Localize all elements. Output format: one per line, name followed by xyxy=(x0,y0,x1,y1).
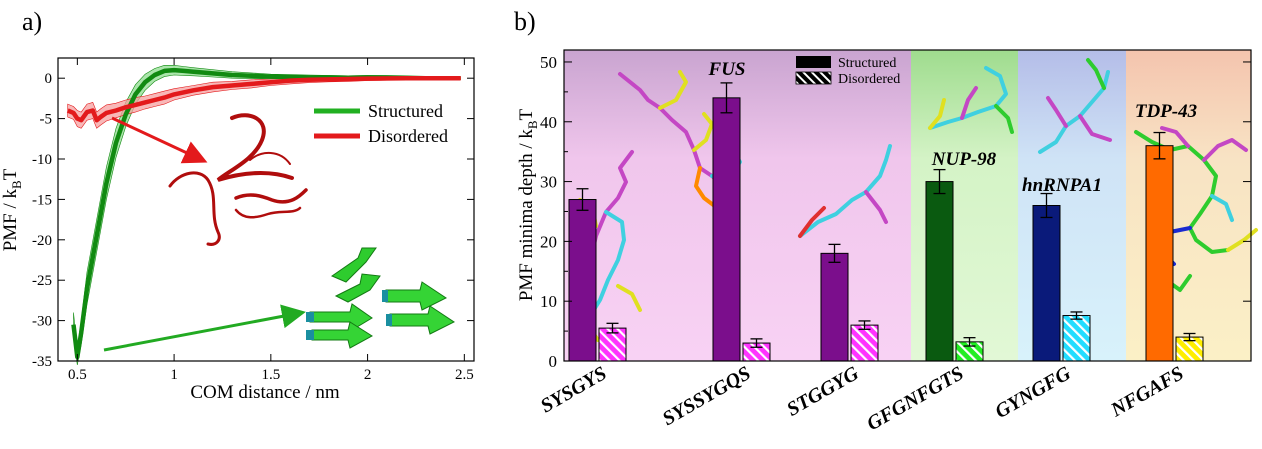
b-y-tick-label: 50 xyxy=(540,53,557,72)
group-bg-tdp43 xyxy=(1126,50,1251,361)
bar-disordered-stggyg xyxy=(850,324,879,362)
panel-b: b) xyxy=(514,7,1258,435)
b-y-tick-label: 10 xyxy=(540,292,557,311)
group-label-nup98: NUP-98 xyxy=(931,149,997,170)
panel-b-label: b) xyxy=(514,7,536,36)
a-x-tick-label: 2.5 xyxy=(455,367,474,383)
disordered-arrow xyxy=(111,116,208,164)
panel-a: a) 0.5 1 1.5 2 2.50-5-10-1 xyxy=(0,7,475,403)
a-y-tick-label: 0 xyxy=(45,71,53,87)
a-x-tick-label: 1.5 xyxy=(261,367,280,383)
group-label-fus: FUS xyxy=(708,59,746,80)
legend-b-structured-swatch xyxy=(796,56,831,68)
a-x-tick-label: 1 xyxy=(170,367,178,383)
category-label-nfgafs: NFGAFS xyxy=(1106,362,1187,422)
structured-sheet-illustration xyxy=(306,247,455,349)
bar-structured-stggyg xyxy=(820,252,849,362)
structured-arrow xyxy=(103,304,306,352)
a-y-tick-label: -30 xyxy=(32,314,52,330)
legend-b-structured-label: Structured xyxy=(838,56,896,71)
bar-structured-syssygqs xyxy=(712,97,741,362)
panel-a-y-axis-label: PMF / kBT xyxy=(0,168,24,251)
panel-a-plot-frame xyxy=(57,57,475,362)
category-label-syssygqs: SYSSYGQS xyxy=(659,362,755,430)
disordered-line xyxy=(66,75,461,123)
panel-b-axes: 0 10 20 30 40 50 xyxy=(540,53,1251,371)
panel-a-lines xyxy=(66,67,461,360)
panel-b-plot-frame xyxy=(563,49,1252,362)
panel-a-legend: Structured Disordered xyxy=(314,101,448,146)
panel-b-legend: Structured Disordered xyxy=(795,56,900,87)
a-y-tick-label: -15 xyxy=(32,192,52,208)
a-y-tick-label: -5 xyxy=(40,112,53,128)
legend-structured-label: Structured xyxy=(368,101,443,121)
panel-a-label: a) xyxy=(22,7,42,36)
legend-b-disordered-label: Disordered xyxy=(838,72,900,87)
a-x-tick-label: 0.5 xyxy=(68,367,87,383)
b-y-tick-label: 30 xyxy=(540,173,557,192)
b-y-tick-label: 20 xyxy=(540,232,557,251)
bar-structured-nfgafs xyxy=(1145,145,1174,362)
a-y-tick-label: -25 xyxy=(32,273,52,289)
group-label-tdp43: TDP-43 xyxy=(1135,101,1197,122)
a-x-tick-label: 2 xyxy=(364,367,372,383)
disordered-peptide-illustration xyxy=(168,113,308,246)
category-label-stggyg: STGGYG xyxy=(783,362,863,421)
panel-a-axes: 0.5 1 1.5 2 2.5 0 -5 -10 -15 -20 -25 -30 -35 xyxy=(32,58,474,383)
bar-structured-sysgys xyxy=(568,199,597,362)
bar-structured-gfgnfgts xyxy=(925,181,954,362)
b-y-tick-label: 0 xyxy=(549,352,558,371)
a-y-tick-label: -35 xyxy=(32,354,52,370)
a-y-tick-label: -20 xyxy=(32,233,52,249)
panel-b-y-axis-label: PMF minima depth / kBT xyxy=(516,108,540,301)
panel-a-x-axis-label: COM distance / nm xyxy=(190,382,340,403)
legend-b-disordered-swatch xyxy=(795,71,832,85)
a-y-tick-label: -10 xyxy=(32,152,52,168)
category-label-gyngfg: GYNGFG xyxy=(991,362,1075,423)
b-y-tick-label: 40 xyxy=(540,113,557,132)
bar-structured-gyngfg xyxy=(1032,205,1061,362)
group-label-hnrnpa1: hnRNPA1 xyxy=(1022,175,1102,196)
legend-disordered-label: Disordered xyxy=(368,126,448,146)
category-label-gfgnfgts: GFGNFGTS xyxy=(863,362,967,435)
bar-disordered-gyngfg xyxy=(1062,315,1091,362)
